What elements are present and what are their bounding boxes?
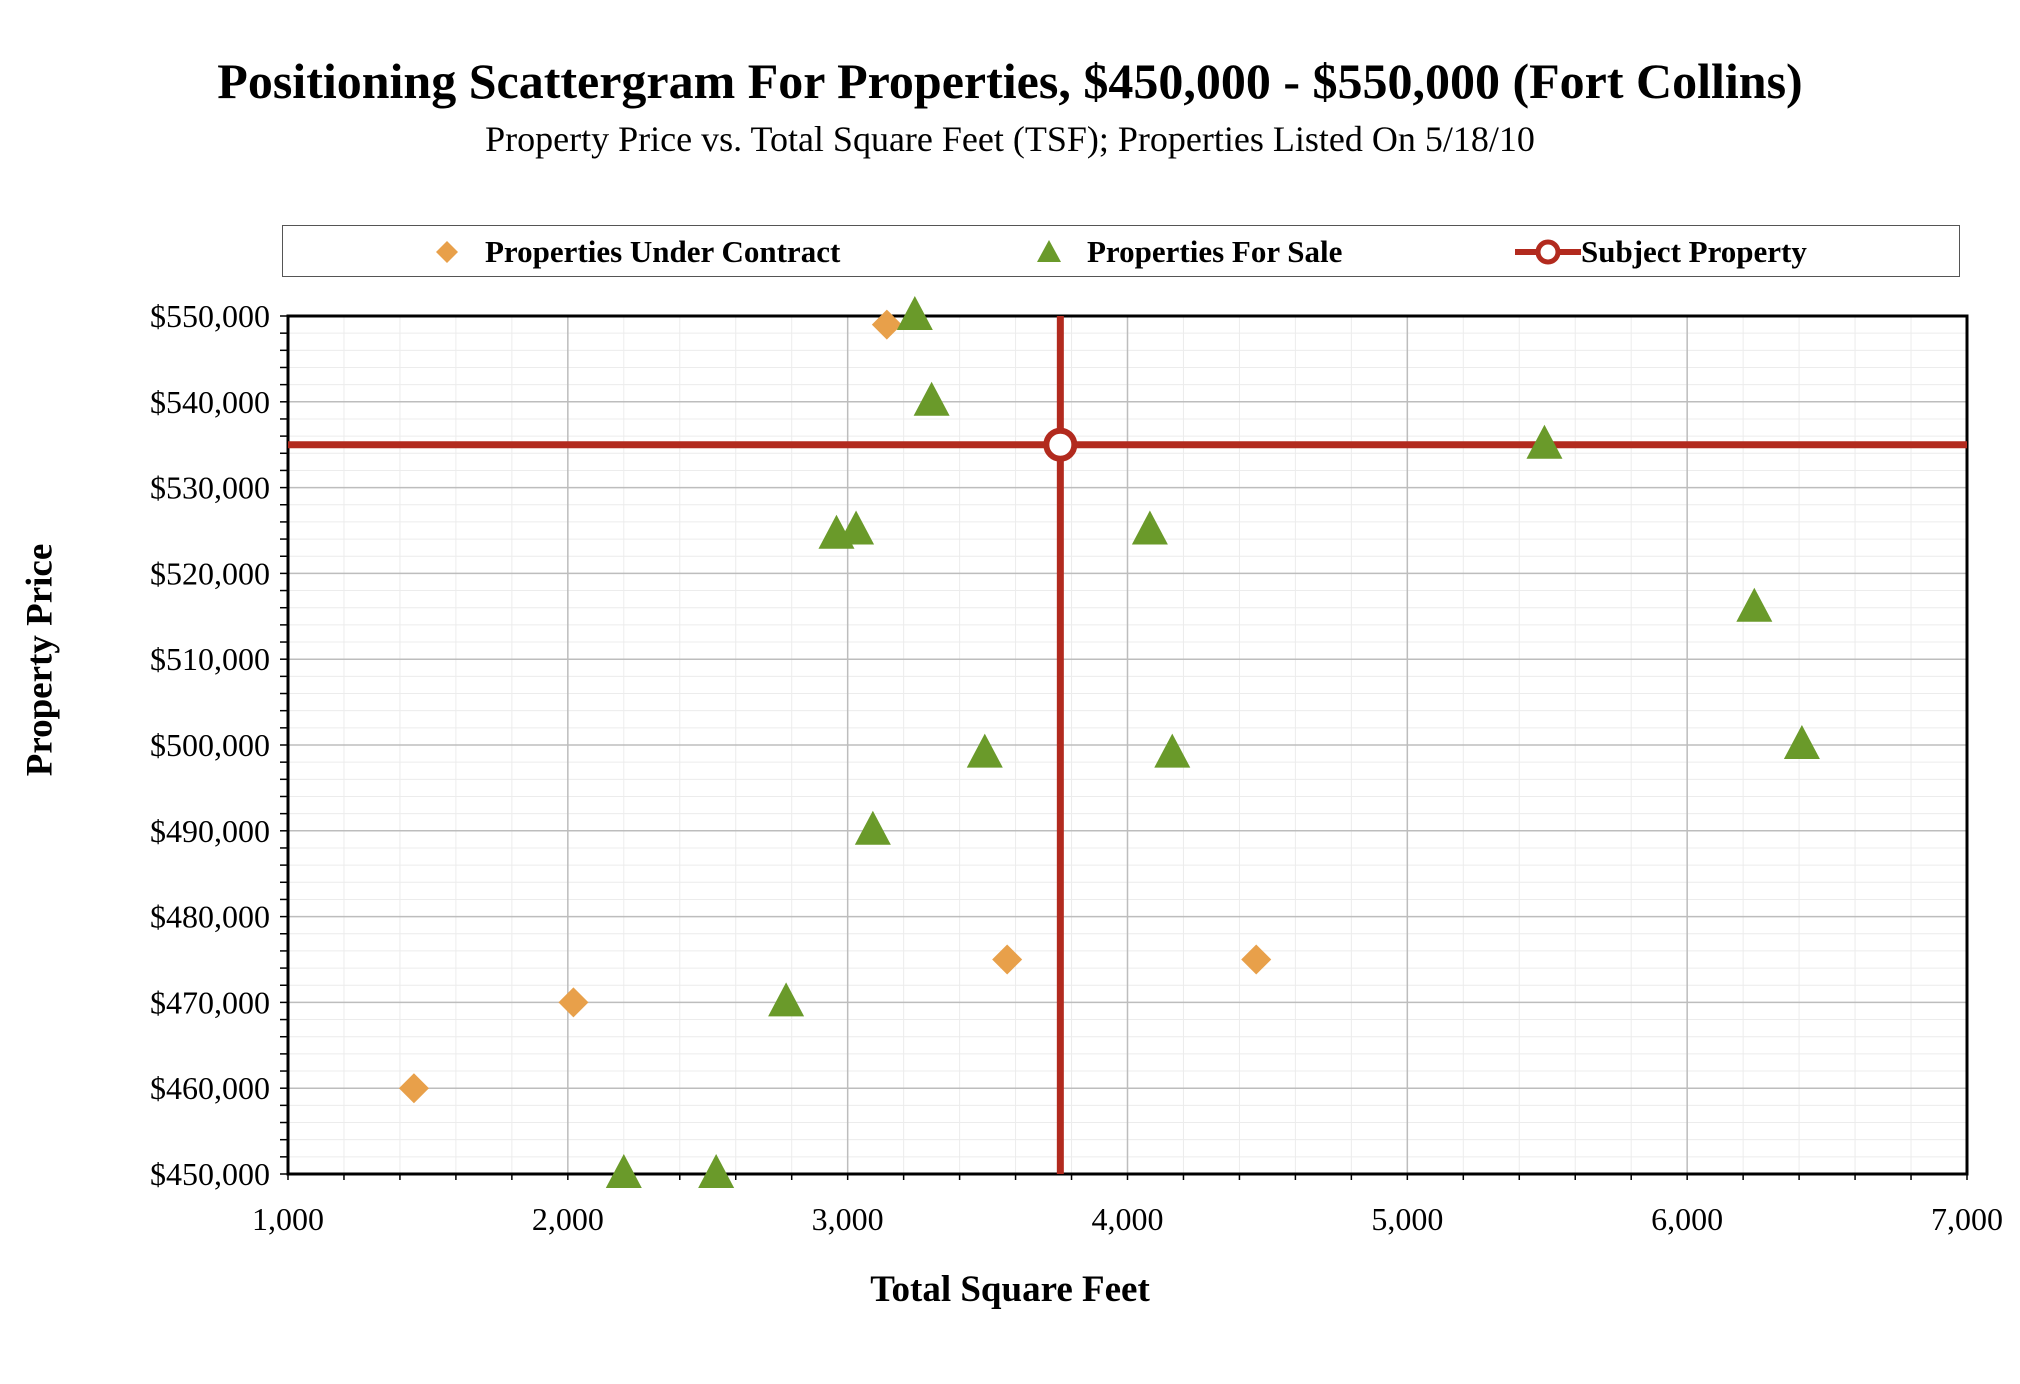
point-for-sale <box>1783 725 1820 759</box>
point-for-sale <box>966 733 1003 768</box>
legend-triangle-marker <box>1037 240 1061 262</box>
x-tick-label: 6,000 <box>1651 1201 1723 1237</box>
chart-subtitle: Property Price vs. Total Square Feet (TS… <box>485 119 1535 159</box>
legend-label-subject-property: Subject Property <box>1581 234 1807 269</box>
point-for-sale <box>1736 587 1773 622</box>
point-under-contract <box>398 1073 429 1104</box>
y-tick-label: $510,000 <box>150 641 270 677</box>
legend-label-for-sale: Properties For Sale <box>1087 234 1343 269</box>
point-under-contract <box>558 987 589 1018</box>
y-tick-label: $530,000 <box>150 470 270 506</box>
legend: Properties Under Contract Properties For… <box>282 225 1960 277</box>
point-under-contract <box>871 309 902 340</box>
x-tick-label: 1,000 <box>252 1201 324 1237</box>
x-tick-label: 4,000 <box>1092 1201 1164 1237</box>
point-for-sale <box>896 296 933 330</box>
point-for-sale <box>854 810 891 845</box>
point-for-sale <box>1526 424 1563 459</box>
legend-subject-marker <box>1515 239 1581 265</box>
y-tick-label: $470,000 <box>150 984 270 1020</box>
legend-item-for-sale: Properties For Sale <box>1033 226 1342 278</box>
point-under-contract <box>1241 944 1272 975</box>
point-under-contract <box>992 944 1023 975</box>
y-tick-label: $450,000 <box>150 1156 270 1192</box>
legend-diamond-marker <box>436 241 458 263</box>
y-tick-label: $550,000 <box>150 298 270 334</box>
y-tick-label: $520,000 <box>150 555 270 591</box>
y-tick-label: $480,000 <box>150 899 270 935</box>
x-tick-label: 5,000 <box>1371 1201 1443 1237</box>
point-for-sale <box>698 1154 735 1188</box>
legend-item-under-contract: Properties Under Contract <box>431 226 840 278</box>
y-tick-label: $460,000 <box>150 1070 270 1106</box>
x-tick-label: 3,000 <box>812 1201 884 1237</box>
y-tick-label: $500,000 <box>150 727 270 763</box>
point-for-sale <box>1131 510 1168 545</box>
point-subject-property <box>1043 427 1078 462</box>
y-tick-label: $490,000 <box>150 813 270 849</box>
y-tick-label: $540,000 <box>150 384 270 420</box>
chart-title: Positioning Scattergram For Properties, … <box>217 53 1803 109</box>
point-for-sale <box>838 510 875 545</box>
point-for-sale <box>605 1154 642 1188</box>
x-tick-label: 2,000 <box>532 1201 604 1237</box>
legend-label-under-contract: Properties Under Contract <box>485 234 841 269</box>
point-for-sale <box>913 381 950 416</box>
point-for-sale <box>768 982 805 1017</box>
point-for-sale <box>1154 733 1191 768</box>
x-axis-title: Total Square Feet <box>870 1269 1150 1310</box>
x-tick-label: 7,000 <box>1931 1201 2003 1237</box>
legend-item-subject-property: Subject Property <box>1513 226 1807 278</box>
